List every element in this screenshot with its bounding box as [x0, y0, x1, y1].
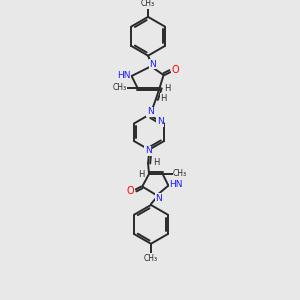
Text: O: O — [127, 186, 134, 197]
Text: HN: HN — [117, 70, 130, 80]
Text: H: H — [153, 158, 159, 167]
Text: N: N — [149, 60, 156, 69]
Text: O: O — [171, 65, 179, 75]
Text: CH₃: CH₃ — [141, 0, 155, 8]
Text: N: N — [147, 107, 153, 116]
Text: H: H — [138, 170, 145, 179]
Text: CH₃: CH₃ — [173, 169, 187, 178]
Text: N: N — [148, 107, 154, 116]
Text: H: H — [164, 84, 171, 93]
Text: N: N — [145, 146, 152, 155]
Text: N: N — [157, 117, 164, 126]
Text: CH₃: CH₃ — [144, 254, 158, 263]
Text: HN: HN — [169, 180, 183, 189]
Text: N: N — [155, 194, 162, 203]
Text: H: H — [160, 94, 167, 103]
Text: CH₃: CH₃ — [113, 83, 127, 92]
